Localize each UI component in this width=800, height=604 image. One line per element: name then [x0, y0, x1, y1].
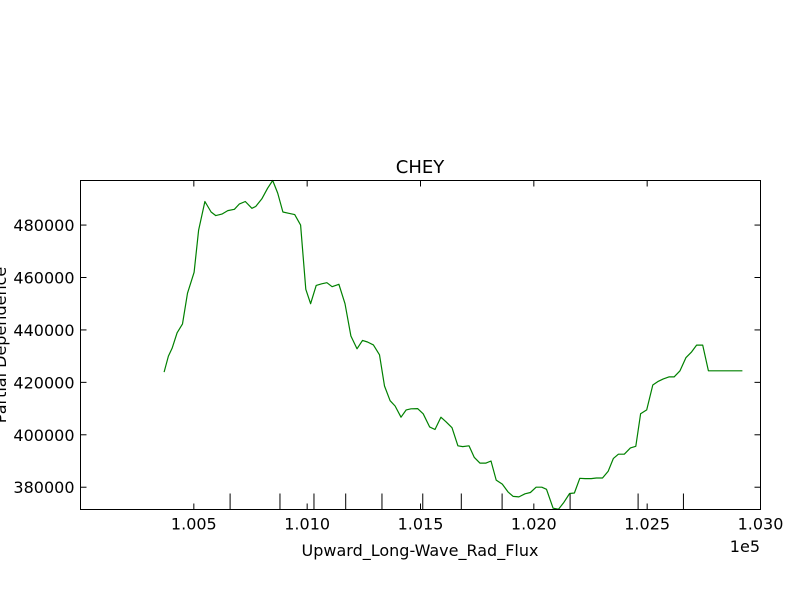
rug-layer	[229, 493, 684, 510]
plot-background	[80, 180, 761, 510]
series-layer	[163, 179, 743, 510]
plot-frame	[80, 180, 761, 510]
y-tick-label: 460000	[13, 268, 74, 287]
y-tick-label: 440000	[13, 321, 74, 340]
chart-title: CHEY	[396, 157, 445, 178]
x-tick-label: 1.005	[171, 515, 217, 534]
x-tick-label: 1.020	[511, 515, 557, 534]
y-tick-label: 480000	[13, 216, 74, 235]
x-axis-label: Upward_Long-Wave_Rad_Flux	[302, 541, 539, 561]
x-tick-label: 1.030	[738, 515, 784, 534]
x-tick-label: 1.010	[284, 515, 330, 534]
x-offset-label: 1e5	[730, 537, 760, 556]
x-tick-label: 1.025	[624, 515, 670, 534]
y-tick-label: 420000	[13, 373, 74, 392]
y-tick-label: 400000	[13, 426, 74, 445]
x-tick-label: 1.015	[398, 515, 444, 534]
y-tick-label: 380000	[13, 478, 74, 497]
tick-layer: 1.005 1.010 1.015 1.020 1.025 1.030 380000 4000…	[13, 180, 784, 534]
series-line	[163, 179, 743, 510]
y-axis-label: Partial Dependence	[0, 267, 10, 423]
